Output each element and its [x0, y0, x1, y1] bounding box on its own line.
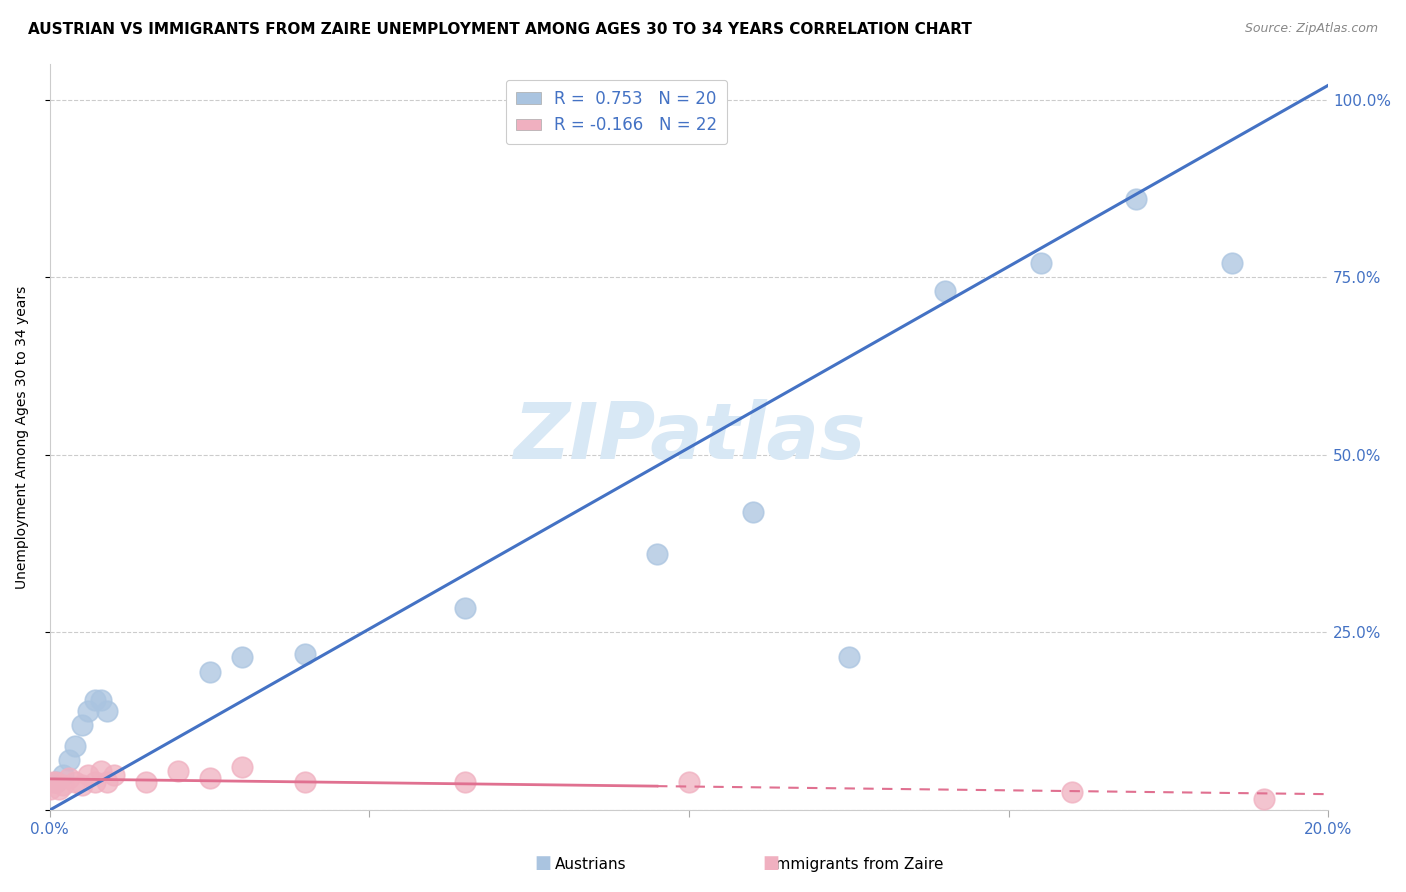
Point — [45, 774, 67, 789]
Point — [90, 693, 112, 707]
Point — [294, 647, 316, 661]
Point — [1062, 785, 1084, 799]
Text: Immigrants from Zaire: Immigrants from Zaire — [772, 857, 943, 872]
Point — [1029, 256, 1052, 270]
Point — [38, 781, 60, 796]
Text: Austrians: Austrians — [555, 857, 626, 872]
Point — [65, 774, 87, 789]
Point — [45, 774, 67, 789]
Point — [838, 650, 860, 665]
Point — [135, 774, 157, 789]
Point — [934, 285, 956, 299]
Point — [198, 771, 221, 785]
Point — [1125, 192, 1147, 206]
Point — [96, 704, 118, 718]
Text: Source: ZipAtlas.com: Source: ZipAtlas.com — [1244, 22, 1378, 36]
Y-axis label: Unemployment Among Ages 30 to 34 years: Unemployment Among Ages 30 to 34 years — [15, 285, 30, 589]
Point — [48, 781, 70, 796]
Point — [77, 704, 100, 718]
Point — [294, 774, 316, 789]
Point — [83, 774, 105, 789]
Point — [1253, 792, 1275, 806]
Point — [198, 665, 221, 679]
Point — [42, 774, 65, 789]
Point — [1220, 256, 1243, 270]
Point — [454, 774, 477, 789]
Point — [678, 774, 700, 789]
Legend: R =  0.753   N = 20, R = -0.166   N = 22: R = 0.753 N = 20, R = -0.166 N = 22 — [506, 80, 727, 145]
Point — [90, 764, 112, 778]
Point — [52, 778, 75, 792]
Point — [70, 718, 93, 732]
Point — [96, 774, 118, 789]
Point — [70, 778, 93, 792]
Point — [645, 547, 668, 561]
Point — [83, 693, 105, 707]
Text: ■: ■ — [534, 855, 551, 872]
Point — [231, 650, 253, 665]
Point — [741, 505, 763, 519]
Point — [52, 767, 75, 781]
Text: AUSTRIAN VS IMMIGRANTS FROM ZAIRE UNEMPLOYMENT AMONG AGES 30 TO 34 YEARS CORRELA: AUSTRIAN VS IMMIGRANTS FROM ZAIRE UNEMPL… — [28, 22, 972, 37]
Text: ZIPatlas: ZIPatlas — [513, 399, 865, 475]
Point — [58, 753, 80, 767]
Point — [65, 739, 87, 753]
Point — [454, 600, 477, 615]
Point — [231, 760, 253, 774]
Point — [166, 764, 188, 778]
Text: ■: ■ — [762, 855, 779, 872]
Point — [77, 767, 100, 781]
Point — [58, 771, 80, 785]
Point — [103, 767, 125, 781]
